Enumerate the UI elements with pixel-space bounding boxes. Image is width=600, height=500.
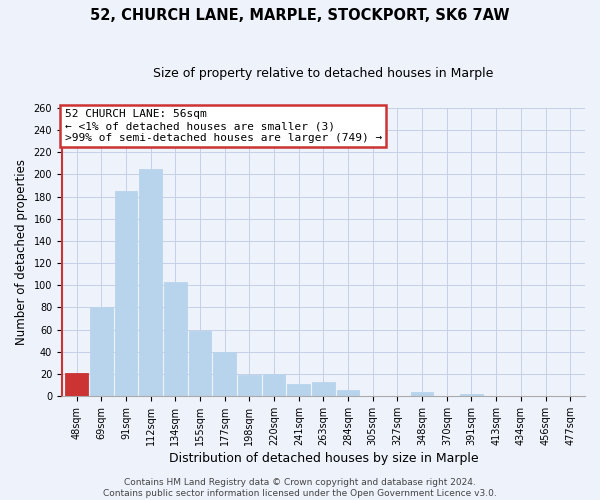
Bar: [115, 191, 137, 396]
Bar: [214, 352, 236, 396]
Bar: [65, 372, 88, 396]
Text: 52, CHURCH LANE, MARPLE, STOCKPORT, SK6 7AW: 52, CHURCH LANE, MARPLE, STOCKPORT, SK6 …: [90, 8, 510, 22]
Y-axis label: Number of detached properties: Number of detached properties: [15, 159, 28, 345]
X-axis label: Distribution of detached houses by size in Marple: Distribution of detached houses by size …: [169, 452, 478, 465]
Bar: [139, 169, 162, 396]
Bar: [411, 392, 433, 396]
Bar: [460, 394, 483, 396]
Bar: [189, 330, 211, 396]
Bar: [164, 282, 187, 396]
Bar: [90, 308, 113, 396]
Text: 52 CHURCH LANE: 56sqm
← <1% of detached houses are smaller (3)
>99% of semi-deta: 52 CHURCH LANE: 56sqm ← <1% of detached …: [65, 110, 382, 142]
Bar: [312, 382, 335, 396]
Bar: [238, 375, 261, 396]
Bar: [263, 374, 286, 396]
Bar: [337, 390, 359, 396]
Text: Contains HM Land Registry data © Crown copyright and database right 2024.
Contai: Contains HM Land Registry data © Crown c…: [103, 478, 497, 498]
Bar: [287, 384, 310, 396]
Title: Size of property relative to detached houses in Marple: Size of property relative to detached ho…: [153, 68, 494, 80]
